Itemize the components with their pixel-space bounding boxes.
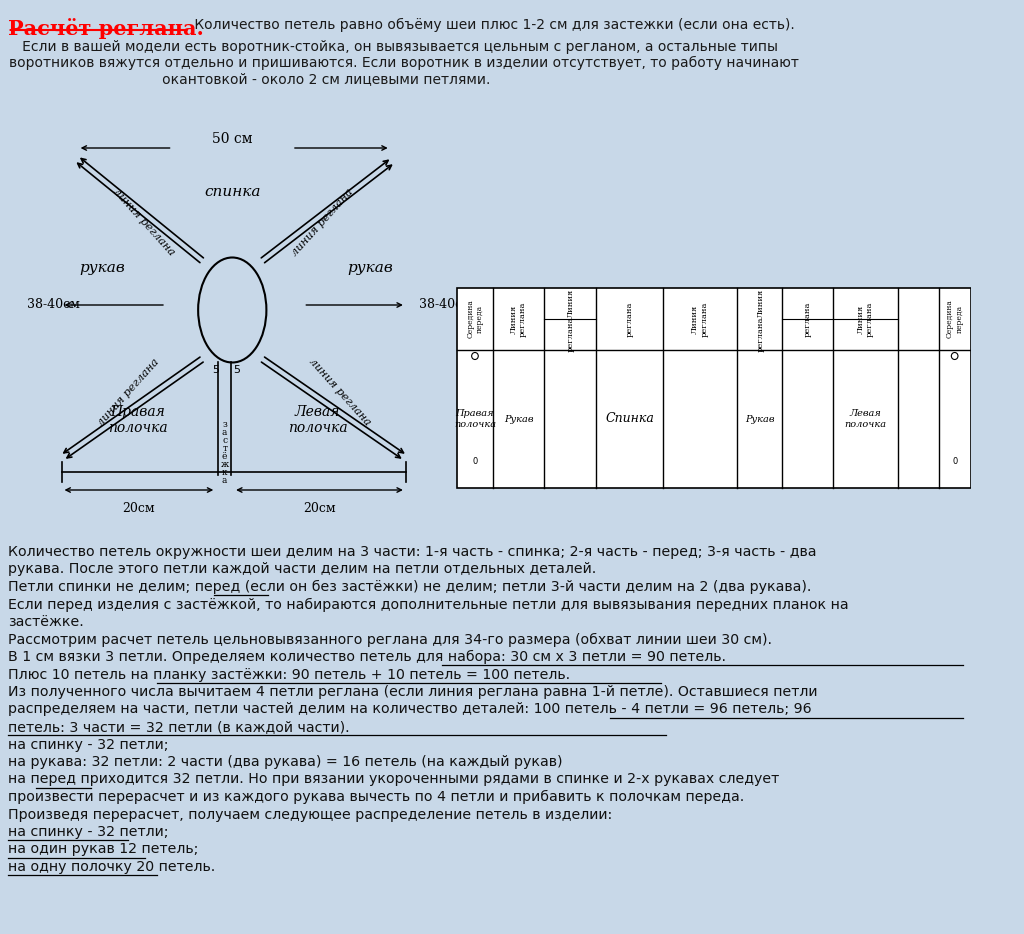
Text: окантовкой - около 2 см лицевыми петлями.: окантовкой - около 2 см лицевыми петлями…: [9, 72, 490, 86]
Text: 5: 5: [233, 365, 241, 375]
Text: Количество петель окружности шеи делим на 3 части: 1-я часть - спинка; 2-я часть: Количество петель окружности шеи делим н…: [7, 545, 816, 559]
Text: спинка: спинка: [204, 185, 260, 199]
Text: 38-40см: 38-40см: [419, 299, 472, 312]
Text: Левая
полочка: Левая полочка: [288, 405, 347, 435]
Text: Расчёт реглана.: Расчёт реглана.: [7, 18, 204, 39]
Text: Рукав: Рукав: [745, 415, 775, 423]
Text: Линия: Линия: [757, 289, 764, 318]
Text: 5: 5: [213, 365, 220, 375]
Text: на спинку - 32 петли;: на спинку - 32 петли;: [7, 825, 168, 839]
Text: реглана: реглана: [757, 317, 764, 352]
Text: 50 см: 50 см: [212, 132, 253, 146]
Text: Если перед изделия с застёжкой, то набираются дополнительные петли для вывязыван: Если перед изделия с застёжкой, то набир…: [7, 598, 848, 612]
Text: Левая
полочка: Левая полочка: [845, 409, 887, 429]
Text: Линия
реглана: Линия реглана: [510, 302, 527, 336]
Text: 0: 0: [952, 457, 957, 465]
Text: Произведя перерасчет, получаем следующее распределение петель в изделии:: Произведя перерасчет, получаем следующее…: [7, 808, 611, 822]
Text: рукав: рукав: [347, 261, 392, 275]
Text: 20см: 20см: [122, 502, 155, 515]
Text: Плюс 10 петель на планку застёжки: 90 петель + 10 петель = 100 петель.: Плюс 10 петель на планку застёжки: 90 пе…: [7, 668, 569, 682]
Text: на перед приходится 32 петли. Но при вязании укороченными рядами в спинке и 2-х : на перед приходится 32 петли. Но при вяз…: [7, 772, 779, 786]
Text: рукав: рукав: [80, 261, 125, 275]
Text: Середина
переда: Середина переда: [466, 300, 483, 338]
Text: Петли спинки не делим; перед (если он без застёжки) не делим; петли 3-й части де: Петли спинки не делим; перед (если он бе…: [7, 580, 811, 594]
Text: Рукав: Рукав: [504, 415, 534, 423]
Text: рукава. После этого петли каждой части делим на петли отдельных деталей.: рукава. После этого петли каждой части д…: [7, 562, 596, 576]
Text: распределяем на части, петли частей делим на количество деталей: 100 петель - 4 : распределяем на части, петли частей дели…: [7, 702, 811, 716]
Text: линия реглана: линия реглана: [290, 187, 355, 258]
Text: на рукава: 32 петли: 2 части (два рукава) = 16 петель (на каждый рукав): на рукава: 32 петли: 2 части (два рукава…: [7, 755, 562, 769]
Text: Линия
реглана: Линия реглана: [857, 302, 874, 336]
Text: з
а
с
т
ё
ж
к
а: з а с т ё ж к а: [220, 420, 228, 485]
Text: Из полученного числа вычитаем 4 петли реглана (если линия реглана равна 1-й петл: Из полученного числа вычитаем 4 петли ре…: [7, 685, 817, 699]
Text: на спинку - 32 петли;: на спинку - 32 петли;: [7, 738, 168, 752]
Text: реглана: реглана: [626, 302, 634, 336]
Text: застёжке.: застёжке.: [7, 615, 83, 629]
Text: произвести перерасчет и из каждого рукава вычесть по 4 петли и прибавить к полоч: произвести перерасчет и из каждого рукав…: [7, 790, 743, 804]
Text: линия реглана: линия реглана: [306, 357, 372, 428]
Text: реглана: реглана: [804, 302, 812, 336]
Text: Линия
реглана: Линия реглана: [691, 302, 709, 336]
Text: на один рукав 12 петель;: на один рукав 12 петель;: [7, 842, 198, 856]
Text: Спинка: Спинка: [605, 413, 654, 426]
Text: 38-40см: 38-40см: [27, 299, 80, 312]
Text: Середина
переда: Середина переда: [946, 300, 964, 338]
Bar: [457, 288, 971, 488]
Text: Количество петель равно объёму шеи плюс 1-2 см для застежки (если она есть).: Количество петель равно объёму шеи плюс …: [189, 18, 795, 32]
Text: петель: 3 части = 32 петли (в каждой части).: петель: 3 части = 32 петли (в каждой час…: [7, 720, 349, 734]
Text: Рассмотрим расчет петель цельновывязанного реглана для 34-го размера (обхват лин: Рассмотрим расчет петель цельновывязанно…: [7, 632, 772, 646]
Text: воротников вяжутся отдельно и пришиваются. Если воротник в изделии отсутствует, : воротников вяжутся отдельно и пришиваютс…: [9, 56, 800, 70]
Text: Если в вашей модели есть воротник-стойка, он вывязывается цельным с регланом, а : Если в вашей модели есть воротник-стойка…: [9, 40, 778, 54]
Text: 20см: 20см: [303, 502, 336, 515]
Text: В 1 см вязки 3 петли. Определяем количество петель для набора: 30 см х 3 петли =: В 1 см вязки 3 петли. Определяем количес…: [7, 650, 726, 664]
Text: 0: 0: [472, 457, 477, 465]
Text: Линия: Линия: [566, 289, 574, 318]
Text: линия реглана: линия реглана: [112, 187, 177, 258]
Text: Правая
полочка: Правая полочка: [454, 409, 496, 429]
Text: реглана: реглана: [566, 317, 574, 352]
Text: на одну полочку 20 петель.: на одну полочку 20 петель.: [7, 860, 215, 874]
Text: Правая
полочка: Правая полочка: [108, 405, 167, 435]
Text: линия реглана: линия реглана: [95, 357, 161, 428]
